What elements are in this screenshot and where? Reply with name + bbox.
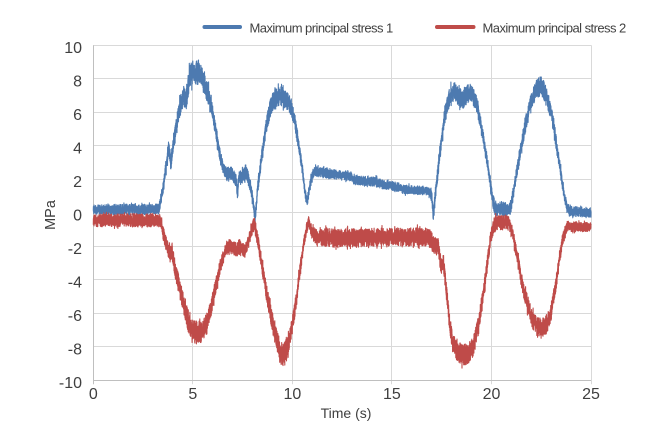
svg-text:5: 5 bbox=[188, 386, 197, 403]
svg-text:6: 6 bbox=[73, 107, 82, 124]
svg-text:-6: -6 bbox=[68, 308, 82, 325]
svg-text:-2: -2 bbox=[68, 241, 82, 258]
svg-text:-8: -8 bbox=[68, 342, 82, 359]
svg-text:25: 25 bbox=[582, 386, 600, 403]
svg-text:Maximum principal stress 1: Maximum principal stress 1 bbox=[250, 20, 394, 35]
svg-text:Maximum principal stress 2: Maximum principal stress 2 bbox=[483, 20, 627, 35]
svg-text:10: 10 bbox=[284, 386, 302, 403]
svg-text:15: 15 bbox=[383, 386, 401, 403]
svg-text:0: 0 bbox=[73, 208, 82, 225]
svg-text:8: 8 bbox=[73, 74, 82, 91]
svg-text:20: 20 bbox=[483, 386, 501, 403]
svg-text:0: 0 bbox=[89, 386, 98, 403]
svg-text:-10: -10 bbox=[59, 375, 82, 392]
svg-text:MPa: MPa bbox=[43, 199, 59, 230]
svg-text:4: 4 bbox=[73, 141, 82, 158]
svg-text:2: 2 bbox=[73, 174, 82, 191]
svg-text:10: 10 bbox=[64, 40, 82, 57]
svg-text:-4: -4 bbox=[68, 275, 82, 292]
svg-text:Time (s): Time (s) bbox=[321, 405, 372, 421]
